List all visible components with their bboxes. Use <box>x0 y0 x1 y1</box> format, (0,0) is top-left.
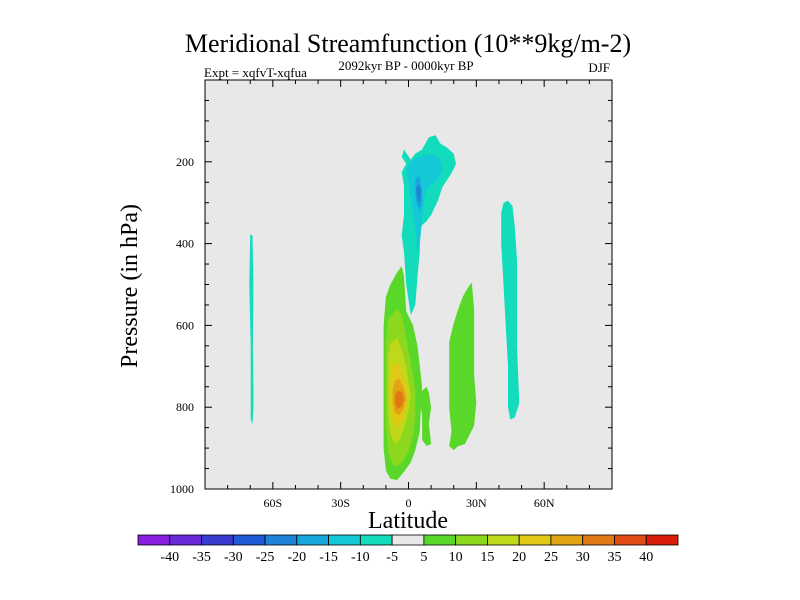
colorbar-swatch <box>359 534 393 546</box>
colorbar-label: 15 <box>480 550 494 565</box>
x-tick-label: 0 <box>406 496 412 510</box>
colorbar-swatch <box>455 534 488 546</box>
colorbar-swatch <box>296 534 329 546</box>
y-tick-label: 200 <box>176 155 194 169</box>
colorbar-label: 10 <box>449 550 463 565</box>
colorbar: -40 -35 -30 -25 -20 -15 -10 -5 5 10 15 20 25 30 35 40 <box>137 534 679 565</box>
period-label: 2092kyr BP - 0000kyr BP <box>338 58 473 73</box>
x-tick-label: 30S <box>331 496 350 510</box>
axis-ticks: 60S 30S 0 30N 60N 200 400 600 800 1000 <box>170 80 612 510</box>
colorbar-swatch <box>169 534 202 546</box>
contour-tropical-upper-cell-core-1 <box>406 154 443 252</box>
colorbar-label: 5 <box>420 550 427 565</box>
colorbar-label: 35 <box>607 550 621 565</box>
contour-tropical-upper-cell-core-3 <box>416 184 421 202</box>
colorbar-swatch <box>614 534 647 546</box>
experiment-label: Expt = xqfvT-xqfua <box>204 65 307 80</box>
colorbar-label: -10 <box>351 550 370 565</box>
contour-equatorial-cell <box>419 386 432 447</box>
colorbar-label: -30 <box>224 550 243 565</box>
colorbar-swatch <box>137 534 171 546</box>
y-axis-label: Pressure (in hPa) <box>117 204 143 368</box>
x-tick-label: 30N <box>466 496 487 510</box>
colorbar-label: -35 <box>192 550 211 565</box>
y-tick-label: 400 <box>176 237 194 251</box>
colorbar-swatch <box>264 534 298 546</box>
colorbar-swatch <box>518 534 552 546</box>
colorbar-label: 20 <box>512 550 526 565</box>
y-tick-label: 1000 <box>170 482 194 496</box>
x-tick-label: 60N <box>534 496 555 510</box>
colorbar-swatch <box>232 534 266 546</box>
contour-nh-midlatitude-cell <box>449 282 477 451</box>
colorbar-swatch <box>391 534 425 546</box>
colorbar-label: -20 <box>287 550 306 565</box>
colorbar-label: -25 <box>256 550 275 565</box>
colorbar-label: -40 <box>160 550 179 565</box>
colorbar-label: 25 <box>544 550 558 565</box>
contour-nh-high-latitude-cell <box>501 200 520 420</box>
colorbar-swatch <box>487 534 520 546</box>
season-label: DJF <box>588 60 610 75</box>
colorbar-label: -5 <box>386 550 398 565</box>
chart-title: Meridional Streamfunction (10**9kg/m-2) <box>185 29 631 58</box>
contour-layer <box>249 135 520 480</box>
x-tick-label: 60S <box>263 496 282 510</box>
y-tick-label: 600 <box>176 318 194 332</box>
colorbar-swatch <box>582 534 615 546</box>
colorbar-label: 40 <box>639 550 653 565</box>
y-tick-label: 800 <box>176 400 194 414</box>
colorbar-swatch <box>550 534 584 546</box>
colorbar-label: 30 <box>576 550 590 565</box>
colorbar-swatch <box>201 534 234 546</box>
x-axis-label: Latitude <box>368 508 448 534</box>
colorbar-swatch <box>423 534 457 546</box>
colorbar-swatch <box>328 534 361 546</box>
colorbar-label: -15 <box>319 550 338 565</box>
contour-sh-polar-cell <box>249 234 254 424</box>
contour-sh-subtropical-cell-core <box>394 390 404 410</box>
colorbar-swatch <box>645 534 679 546</box>
